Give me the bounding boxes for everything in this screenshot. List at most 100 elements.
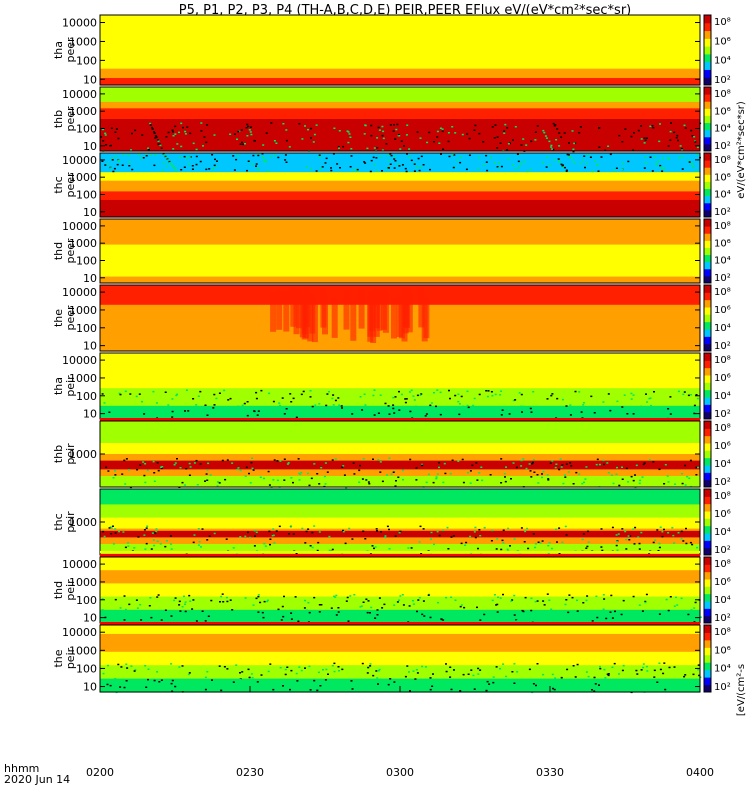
speckle bbox=[454, 599, 457, 601]
speckle bbox=[184, 603, 186, 605]
speckle bbox=[235, 158, 238, 161]
speckle bbox=[213, 532, 216, 535]
spectrum-band bbox=[100, 47, 700, 51]
speckle bbox=[140, 619, 143, 621]
colorbar-segment bbox=[704, 525, 711, 534]
spectrum-band bbox=[100, 253, 700, 256]
colorbar-segment bbox=[704, 540, 711, 549]
speckle bbox=[500, 458, 503, 460]
speckle bbox=[181, 481, 184, 484]
speckle bbox=[444, 472, 447, 475]
colorbar-tick-label: 10² bbox=[714, 273, 731, 284]
speckle bbox=[209, 683, 212, 686]
speckle bbox=[184, 610, 187, 613]
speckle bbox=[157, 143, 160, 145]
speckle bbox=[338, 670, 340, 672]
speckle bbox=[153, 472, 156, 474]
speckle bbox=[640, 531, 643, 534]
spectrum-band bbox=[100, 451, 700, 455]
speckle bbox=[239, 536, 242, 538]
speckle bbox=[561, 398, 564, 401]
speckle bbox=[385, 143, 388, 145]
speckle bbox=[558, 468, 561, 471]
y-tick-label: 10 bbox=[83, 340, 97, 353]
speckle bbox=[450, 536, 453, 538]
colorbar-segment bbox=[704, 307, 711, 315]
speckle bbox=[680, 530, 683, 533]
speckle bbox=[658, 468, 661, 471]
speckle bbox=[236, 468, 239, 471]
speckle bbox=[691, 135, 694, 137]
speckle bbox=[198, 541, 201, 543]
speckle bbox=[451, 153, 454, 156]
colorbar-segment bbox=[704, 579, 711, 587]
speckle bbox=[325, 404, 328, 407]
speckle bbox=[687, 394, 690, 397]
speckle bbox=[370, 606, 373, 609]
speckle bbox=[530, 140, 533, 143]
spectrum-band bbox=[100, 515, 700, 519]
panel-frame bbox=[99, 152, 701, 218]
speckle bbox=[396, 601, 399, 603]
speckle bbox=[372, 156, 375, 159]
speckle bbox=[474, 536, 477, 539]
speckle bbox=[197, 619, 200, 621]
speckle bbox=[465, 541, 468, 544]
colorbar-segment bbox=[704, 61, 711, 70]
speckle bbox=[239, 672, 241, 674]
speckle bbox=[682, 393, 685, 396]
y-tick-label: 10000 bbox=[62, 17, 97, 30]
colorbar-segment bbox=[704, 547, 711, 556]
speckle bbox=[256, 167, 259, 169]
speckle bbox=[459, 156, 462, 158]
speckle bbox=[145, 680, 148, 683]
speckle bbox=[491, 529, 494, 532]
spectrum-band bbox=[100, 59, 700, 63]
speckle bbox=[545, 137, 548, 139]
speckle bbox=[497, 167, 500, 169]
speckle bbox=[659, 668, 662, 671]
speckle bbox=[643, 142, 646, 144]
speckle bbox=[576, 599, 578, 602]
speckle bbox=[493, 162, 496, 164]
spectrum-band bbox=[100, 229, 700, 233]
speckle bbox=[581, 538, 584, 541]
speckle bbox=[309, 390, 312, 392]
speckle bbox=[256, 681, 259, 683]
speckle bbox=[541, 540, 544, 542]
spectrum-band bbox=[100, 208, 700, 212]
speckle bbox=[467, 406, 470, 409]
spectrum-band bbox=[100, 583, 700, 587]
speckle bbox=[337, 611, 340, 613]
spectrum-band bbox=[100, 491, 700, 494]
speckle bbox=[478, 393, 481, 396]
speckle bbox=[139, 603, 142, 606]
spectrum-band bbox=[100, 140, 700, 144]
spectrum-band bbox=[100, 539, 700, 543]
x-tick-label: 0330 bbox=[536, 766, 564, 779]
speckle bbox=[658, 613, 661, 615]
speckle bbox=[195, 404, 198, 406]
spectrum-band bbox=[100, 440, 700, 444]
colorbar-segment bbox=[704, 375, 711, 383]
speckle bbox=[308, 665, 311, 668]
speckle bbox=[416, 166, 419, 169]
speckle bbox=[211, 679, 213, 681]
speckle bbox=[158, 411, 161, 413]
spectrum-band bbox=[100, 121, 700, 124]
speckle bbox=[652, 461, 655, 463]
speckle bbox=[263, 600, 266, 603]
speckle bbox=[527, 547, 530, 550]
speckle bbox=[680, 597, 683, 600]
speckle bbox=[261, 153, 264, 155]
colorbar-segment bbox=[704, 174, 711, 182]
colorbar-tick-label: 10⁶ bbox=[714, 577, 731, 588]
speckle bbox=[275, 530, 278, 532]
speckle bbox=[191, 165, 194, 167]
speckle bbox=[214, 688, 217, 691]
speckle bbox=[504, 476, 506, 478]
spectrum-band bbox=[100, 445, 700, 448]
speckle bbox=[500, 165, 503, 168]
